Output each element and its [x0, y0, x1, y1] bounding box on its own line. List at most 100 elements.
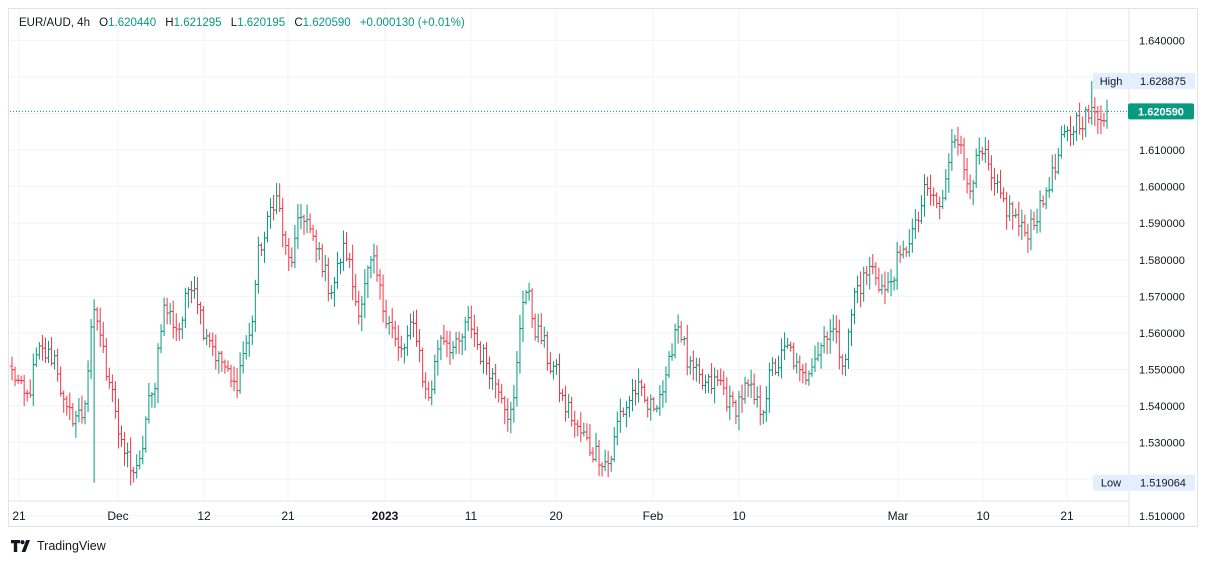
candle[interactable]	[323, 254, 328, 282]
candle[interactable]	[344, 231, 349, 262]
candle[interactable]	[1004, 191, 1009, 230]
candle[interactable]	[225, 360, 230, 372]
candle[interactable]	[101, 321, 106, 354]
candle[interactable]	[709, 363, 714, 394]
candle[interactable]	[806, 370, 811, 386]
candle[interactable]	[837, 319, 842, 370]
candle[interactable]	[402, 343, 407, 364]
candle[interactable]	[831, 314, 836, 342]
candle[interactable]	[828, 319, 833, 354]
candle[interactable]	[1025, 223, 1030, 253]
candle[interactable]	[405, 325, 410, 356]
candle[interactable]	[691, 350, 696, 381]
candle[interactable]	[183, 287, 188, 328]
candle[interactable]	[505, 398, 510, 432]
candle[interactable]	[280, 197, 285, 248]
candle[interactable]	[1077, 102, 1082, 135]
candle[interactable]	[119, 425, 124, 447]
candle[interactable]	[238, 352, 243, 394]
candle[interactable]	[317, 242, 322, 261]
candle[interactable]	[1056, 147, 1061, 175]
candle[interactable]	[809, 358, 814, 377]
candle[interactable]	[131, 467, 136, 483]
candle[interactable]	[977, 137, 982, 165]
candle[interactable]	[98, 307, 103, 348]
candle[interactable]	[992, 167, 997, 196]
candle[interactable]	[448, 331, 452, 365]
candle[interactable]	[262, 231, 267, 263]
candle[interactable]	[435, 340, 440, 376]
candle[interactable]	[645, 396, 650, 418]
candle[interactable]	[311, 224, 316, 242]
candle[interactable]	[487, 356, 492, 390]
candle[interactable]	[499, 383, 504, 404]
candle[interactable]	[986, 139, 991, 171]
candle[interactable]	[600, 462, 605, 477]
candle[interactable]	[624, 401, 629, 428]
candle[interactable]	[146, 382, 151, 424]
candle[interactable]	[797, 355, 802, 382]
candle[interactable]	[1038, 190, 1043, 233]
candle[interactable]	[1016, 201, 1021, 237]
candle[interactable]	[879, 274, 884, 295]
candle[interactable]	[511, 384, 516, 423]
candle[interactable]	[70, 403, 75, 427]
candle[interactable]	[390, 308, 395, 339]
candle[interactable]	[110, 374, 115, 403]
candle[interactable]	[816, 341, 821, 362]
candle[interactable]	[219, 350, 224, 372]
candle[interactable]	[1041, 195, 1046, 208]
candle[interactable]	[788, 341, 793, 352]
plot-area[interactable]	[10, 81, 1129, 486]
candle[interactable]	[864, 265, 869, 286]
candle[interactable]	[727, 385, 732, 421]
candle[interactable]	[703, 374, 708, 394]
candle[interactable]	[423, 372, 428, 399]
candle[interactable]	[612, 427, 617, 462]
candle[interactable]	[1059, 125, 1064, 159]
candle[interactable]	[79, 395, 84, 424]
candle[interactable]	[329, 285, 334, 300]
candle[interactable]	[660, 380, 665, 408]
candle[interactable]	[943, 168, 948, 201]
candle[interactable]	[335, 251, 340, 289]
candle[interactable]	[286, 238, 291, 271]
candle[interactable]	[764, 386, 769, 422]
time-axis[interactable]: 21 Dec 12 21 2023 11 20 Feb 10 Mar 10 21	[9, 500, 1129, 523]
candle[interactable]	[514, 351, 519, 407]
candle[interactable]	[432, 354, 437, 395]
candle[interactable]	[332, 276, 337, 307]
candle[interactable]	[873, 262, 878, 286]
candle[interactable]	[1047, 176, 1052, 198]
candle[interactable]	[168, 303, 173, 325]
candle[interactable]	[10, 356, 14, 381]
candle[interactable]	[496, 379, 501, 403]
candle[interactable]	[962, 137, 967, 181]
candle[interactable]	[19, 375, 24, 385]
candle[interactable]	[940, 189, 945, 210]
candle[interactable]	[156, 343, 160, 404]
candle[interactable]	[718, 368, 723, 386]
candle[interactable]	[846, 328, 851, 369]
candle[interactable]	[125, 442, 130, 468]
candle[interactable]	[794, 353, 799, 374]
candle[interactable]	[636, 368, 641, 403]
candle[interactable]	[1080, 116, 1085, 140]
candle[interactable]	[670, 343, 675, 361]
candle[interactable]	[867, 256, 872, 290]
candle[interactable]	[1019, 209, 1024, 240]
candle[interactable]	[539, 313, 544, 345]
candle[interactable]	[89, 318, 94, 380]
candle[interactable]	[25, 389, 30, 402]
candle[interactable]	[998, 169, 1003, 199]
candle[interactable]	[347, 252, 352, 269]
candle[interactable]	[52, 350, 57, 370]
candle[interactable]	[73, 410, 78, 438]
candle[interactable]	[195, 277, 200, 315]
candle[interactable]	[295, 203, 300, 249]
candle[interactable]	[819, 342, 824, 369]
candle[interactable]	[378, 269, 383, 300]
candle[interactable]	[770, 357, 775, 377]
candle[interactable]	[615, 411, 620, 446]
